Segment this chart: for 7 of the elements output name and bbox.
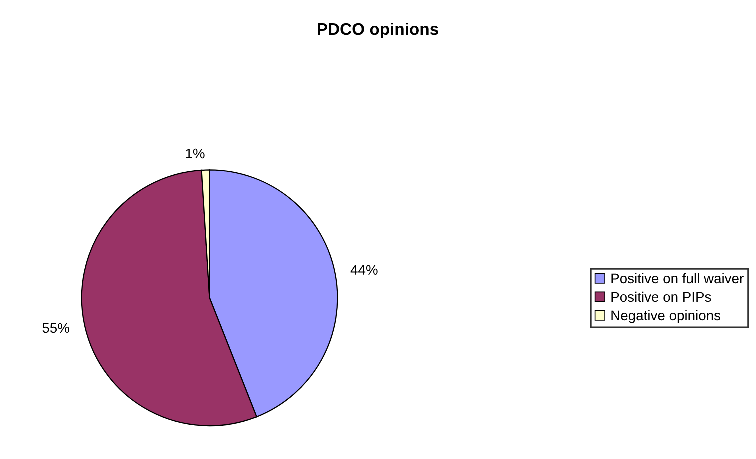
data-label: 55%	[42, 323, 70, 334]
legend-label: Positive on full waiver	[612, 273, 744, 284]
data-label: 44%	[350, 265, 378, 275]
data-label: 1%	[186, 148, 205, 159]
legend-label: Negative opinions	[612, 310, 721, 324]
legend-label: Positive on PIPs	[612, 292, 712, 302]
chart-title: PDCO opinions	[318, 22, 438, 38]
